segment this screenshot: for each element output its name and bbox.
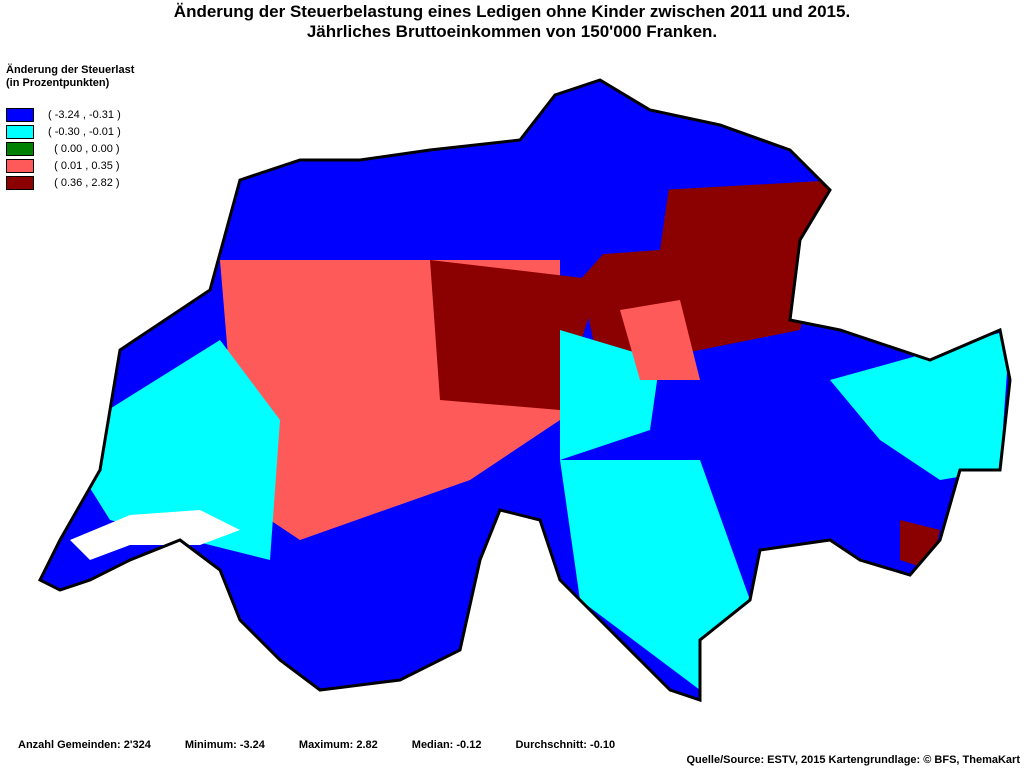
legend-title-line-1: Änderung der Steuerlast bbox=[6, 64, 135, 76]
legend-label: ( 0.00 , 0.00 ) bbox=[48, 142, 120, 155]
title-line-2: Jährliches Bruttoeinkommen von 150'000 F… bbox=[306, 22, 718, 41]
statistics: Anzahl Gemeinden: 2'324 Minimum: -3.24 M… bbox=[18, 739, 649, 751]
legend-swatch bbox=[6, 124, 34, 139]
title-line-1: Änderung der Steuerbelastung eines Ledig… bbox=[173, 2, 851, 21]
legend-label: ( 0.36 , 2.82 ) bbox=[48, 176, 120, 189]
stat-mean: Durchschnitt: -0.10 bbox=[515, 739, 616, 751]
stat-count: Anzahl Gemeinden: 2'324 bbox=[18, 739, 151, 751]
legend-swatch bbox=[6, 158, 34, 173]
region-ticino bbox=[560, 460, 750, 690]
legend-item: ( 0.36 , 2.82 ) bbox=[6, 174, 121, 191]
stat-median: Median: -0.12 bbox=[411, 739, 482, 751]
legend-item: ( 0.00 , 0.00 ) bbox=[6, 140, 121, 157]
region-east-pink bbox=[620, 300, 700, 380]
legend: ( -3.24 , -0.31 ) ( -0.30 , -0.01 ) ( 0.… bbox=[6, 106, 121, 191]
legend-swatch bbox=[6, 107, 34, 122]
legend-swatch bbox=[6, 141, 34, 156]
source-note: Quelle/Source: ESTV, 2015 Kartengrundlag… bbox=[686, 754, 1020, 766]
region-lake-geneva bbox=[70, 510, 240, 560]
legend-label: ( 0.01 , 0.35 ) bbox=[48, 159, 120, 172]
stat-min: Minimum: -3.24 bbox=[184, 739, 265, 751]
legend-item: ( 0.01 , 0.35 ) bbox=[6, 157, 121, 174]
legend-item: ( -0.30 , -0.01 ) bbox=[6, 123, 121, 140]
legend-item: ( -3.24 , -0.31 ) bbox=[6, 106, 121, 123]
region-central-dark bbox=[430, 260, 600, 410]
region-west-vaud bbox=[60, 340, 280, 560]
region-zurich-blue bbox=[520, 110, 680, 260]
legend-swatch bbox=[6, 175, 34, 190]
region-graubuenden-east bbox=[830, 330, 1010, 480]
legend-label: ( -3.24 , -0.31 ) bbox=[48, 108, 121, 121]
legend-title: Änderung der Steuerlast (in Prozentpunkt… bbox=[6, 64, 134, 90]
stat-max: Maximum: 2.82 bbox=[298, 739, 378, 751]
legend-label: ( -0.30 , -0.01 ) bbox=[48, 125, 121, 138]
legend-title-line-2: (in Prozentpunkten) bbox=[6, 77, 110, 89]
map-title: Änderung der Steuerbelastung eines Ledig… bbox=[0, 2, 1024, 42]
